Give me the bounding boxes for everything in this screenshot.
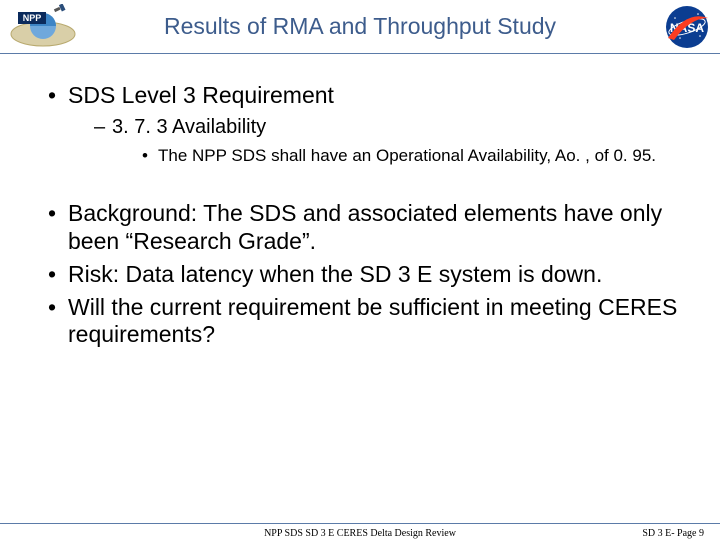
bullet-list-level1: SDS Level 3 Requirement 3. 7. 3 Availabi… bbox=[30, 82, 690, 166]
slide-footer: NPP SDS SD 3 E CERES Delta Design Review… bbox=[0, 523, 720, 528]
bullet-text: Background: The SDS and associated eleme… bbox=[68, 200, 662, 253]
slide-title: Results of RMA and Throughput Study bbox=[0, 13, 720, 40]
footer-center-text: NPP SDS SD 3 E CERES Delta Design Review bbox=[0, 528, 720, 539]
vertical-spacer bbox=[30, 172, 690, 200]
bullet-list-level1-continued: Background: The SDS and associated eleme… bbox=[30, 200, 690, 348]
bullet-list-level2: 3. 7. 3 Availability The NPP SDS shall h… bbox=[68, 115, 690, 166]
bullet-text: SDS Level 3 Requirement bbox=[68, 82, 334, 108]
npp-logo: NPP bbox=[6, 4, 80, 50]
bullet-lvl1-background: Background: The SDS and associated eleme… bbox=[48, 200, 690, 254]
slide-header: NPP Results of RMA and Throughput Study … bbox=[0, 0, 720, 54]
bullet-lvl1-question: Will the current requirement be sufficie… bbox=[48, 294, 690, 348]
bullet-text: Risk: Data latency when the SD 3 E syste… bbox=[68, 261, 602, 287]
bullet-text: 3. 7. 3 Availability bbox=[112, 116, 266, 138]
slide-body: SDS Level 3 Requirement 3. 7. 3 Availabi… bbox=[0, 54, 720, 348]
bullet-lvl1-risk: Risk: Data latency when the SD 3 E syste… bbox=[48, 261, 690, 288]
bullet-text: The NPP SDS shall have an Operational Av… bbox=[158, 146, 656, 165]
svg-text:NPP: NPP bbox=[23, 13, 42, 23]
bullet-lvl1-requirement: SDS Level 3 Requirement 3. 7. 3 Availabi… bbox=[48, 82, 690, 166]
bullet-text: Will the current requirement be sufficie… bbox=[68, 294, 677, 347]
bullet-lvl3-ao: The NPP SDS shall have an Operational Av… bbox=[142, 145, 690, 166]
nasa-logo: NASA bbox=[660, 4, 714, 50]
bullet-list-level3: The NPP SDS shall have an Operational Av… bbox=[112, 145, 690, 166]
footer-page-number: SD 3 E- Page 9 bbox=[642, 528, 704, 539]
bullet-lvl2-availability: 3. 7. 3 Availability The NPP SDS shall h… bbox=[94, 115, 690, 166]
